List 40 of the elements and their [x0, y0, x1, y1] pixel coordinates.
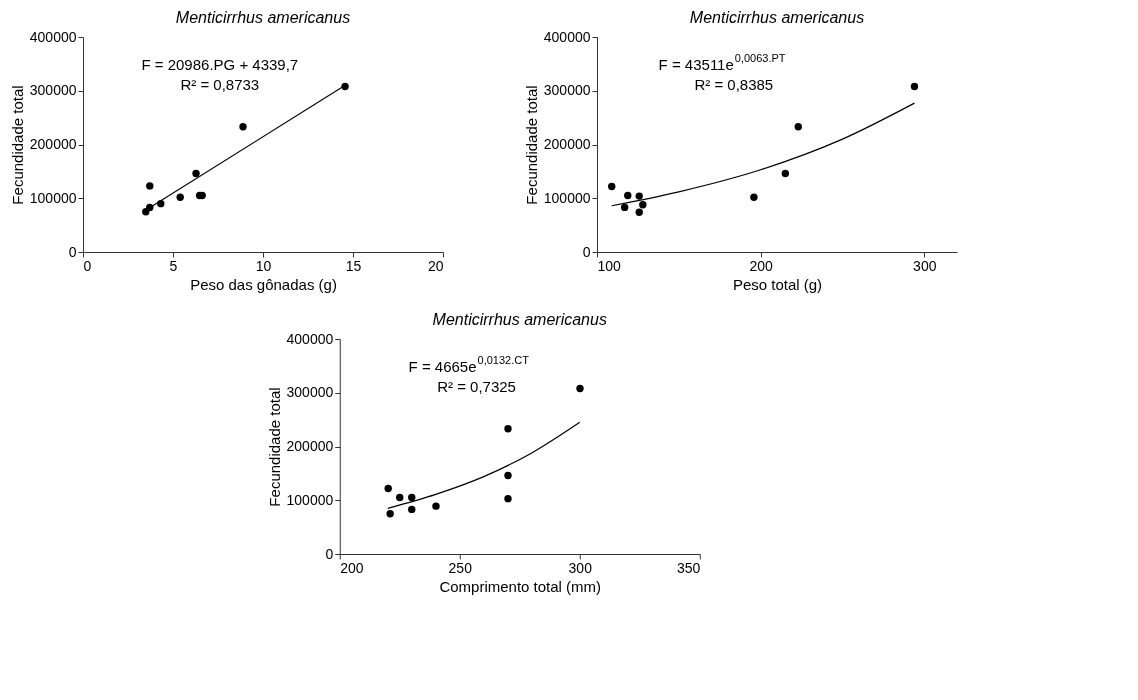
- y-tick-label: 300000: [29, 82, 77, 99]
- x-axis-title: Comprimento total (mm): [439, 577, 602, 595]
- y-tick-label: 400000: [29, 28, 77, 45]
- x-tick-label: 350: [676, 559, 701, 576]
- y-axis-title: Fecundidade total: [522, 85, 540, 205]
- annotation: R² = 0,8733: [180, 76, 260, 93]
- y-tick-label: 100000: [543, 189, 591, 206]
- y-tick-label: 300000: [543, 82, 591, 99]
- x-axis-title: Peso das gônadas (g): [190, 275, 337, 293]
- y-tick-label: 100000: [29, 189, 77, 206]
- y-tick-label: 0: [68, 243, 77, 260]
- x-tick-label: 5: [169, 257, 178, 274]
- y-tick-label: 300000: [286, 384, 334, 401]
- y-tick-label: 200000: [29, 136, 77, 152]
- y-tick-label: 200000: [543, 136, 591, 152]
- chart-title: Menticirrhus americanus: [175, 9, 351, 26]
- y-tick-label: 400000: [543, 28, 591, 45]
- annotation: R² = 0,8385: [694, 76, 774, 93]
- x-tick-label: 250: [448, 559, 473, 576]
- y-tick-label: 400000: [286, 330, 334, 347]
- x-tick-label: 10: [255, 257, 272, 274]
- y-tick-label: 0: [582, 243, 591, 260]
- x-tick-label: 20: [427, 257, 444, 274]
- y-axis-title: Fecundidade total: [8, 85, 26, 205]
- y-tick-label: 200000: [286, 438, 334, 454]
- y-tick-label: 0: [325, 545, 334, 562]
- x-tick-label: 200: [340, 559, 364, 576]
- annotation: R² = 0,7325: [437, 378, 516, 395]
- x-tick-label: 0: [83, 257, 92, 274]
- chart-title: Menticirrhus americanus: [432, 311, 607, 328]
- x-axis-title: Peso total (g): [732, 275, 823, 293]
- annotation: F = 20986.PG + 4339,7: [141, 56, 299, 73]
- x-tick-label: 15: [345, 257, 362, 274]
- chart-title: Menticirrhus americanus: [689, 9, 865, 26]
- y-tick-label: 100000: [286, 491, 334, 508]
- x-tick-label: 100: [597, 257, 622, 274]
- x-tick-label: 300: [568, 559, 593, 576]
- y-axis-title: Fecundidade total: [265, 387, 283, 507]
- x-tick-label: 300: [913, 257, 937, 274]
- x-tick-label: 200: [749, 257, 774, 274]
